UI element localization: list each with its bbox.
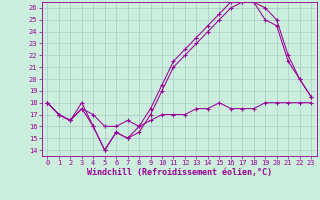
X-axis label: Windchill (Refroidissement éolien,°C): Windchill (Refroidissement éolien,°C) [87, 168, 272, 177]
